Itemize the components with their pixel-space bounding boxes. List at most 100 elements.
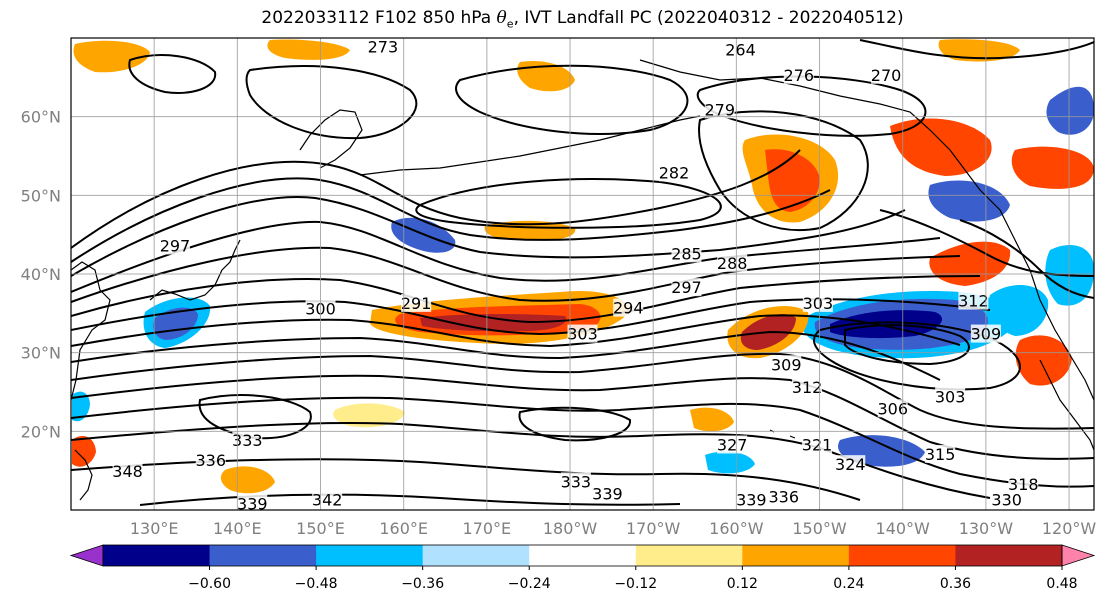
contour-line [139,493,681,506]
title-prefix: 2022033112 F102 850 hPa [261,8,497,28]
colorbar-tick-labels: −0.60 −0.48 −0.36 −0.24 −0.12 0.12 0.24 0.36 0.4… [188,566,1078,592]
contour-label-bg [112,462,143,481]
contour-label-bg [658,163,689,182]
contour-label-bg [958,291,989,310]
contour-label-bg [991,490,1022,509]
contour-line [71,196,906,277]
contour-label: 339 [237,494,268,513]
contour-label-bg [871,65,902,84]
contour-label-bg [877,399,908,418]
contour-label: 282 [659,163,690,182]
contour-label-bg [560,472,591,491]
contour-label-bg [704,100,735,119]
contour-label: 327 [717,435,748,454]
lon-tick-label: 170°E [463,519,512,538]
contour-line [128,54,217,94]
theta-symbol: θ [496,8,507,28]
shade-alaska-positive [890,118,992,176]
contour-label-bg [925,444,956,463]
lon-tick-label: 130°E [130,519,179,538]
contour-line [71,374,1094,460]
contour-label: 276 [783,66,814,85]
colorbar-tick-label: −0.36 [401,576,444,592]
contour-label: 348 [112,462,143,481]
lon-tick-labels: 130°E 140°E 150°E 160°E 170°E 180°W 170°W 160°W… [130,519,1097,538]
gridlines [71,38,1094,510]
contour-line [71,149,801,249]
lon-tick-label: 150°E [296,519,345,538]
contour-label: 297 [160,236,191,255]
coastline-philippines [74,449,93,501]
shade-baja-positive [1015,335,1072,386]
coastline-aleutians [359,115,701,176]
contour-label: 279 [704,100,735,119]
coastline-mexico [1039,359,1094,451]
contour-line [71,458,861,501]
colorbar-tick-label: −0.48 [295,576,338,592]
shade-coast-positive [929,241,1011,286]
contour-label-bg [567,324,598,343]
colorbar-swatch [955,545,1063,566]
colorbar-tick-label: 0.24 [833,576,864,592]
contour-label: 312 [792,378,823,397]
contour-label: 339 [736,491,767,510]
contour-line [71,352,1094,430]
contour-line [455,64,689,135]
contour-line [245,65,418,140]
contour-label-bg [802,435,833,454]
shade-west-coast-negative [988,284,1049,336]
lat-tick-label: 30°N [21,344,61,363]
contour-label: 315 [925,445,956,464]
contour-line [71,220,941,293]
shade-northeast-negative [1046,86,1094,135]
contour-line [844,324,970,366]
lon-tick-label: 150°W [792,519,847,538]
lon-tick-label: 160°E [379,519,428,538]
contour-label-bg [717,435,748,454]
title-suffix: , IVT Landfall PC (2022040312 - 20220405… [513,8,904,28]
colorbar-swatch [742,545,850,566]
lon-tick-label: 180°W [543,519,598,538]
colorbar-swatch [529,545,637,566]
shade-north-positive-2 [267,39,350,60]
shade-north-america-positive [1011,146,1094,189]
colorbar-extend-low [69,544,104,567]
map-title: 2022033112 F102 850 hPa θe, IVT Landfall… [0,8,1105,30]
contour-label: 297 [671,278,702,297]
contour-label-bg [783,65,814,84]
lat-tick-labels: 60°N 50°N 40°N 30°N 20°N [21,108,61,442]
colorbar-tick-label: 0.36 [940,576,971,592]
contour-label: 318 [1008,475,1039,494]
lat-tick-label: 50°N [21,186,61,205]
contour-label-bg [592,484,623,503]
contour-label-bg [671,244,702,263]
contour-label-bg [725,40,756,59]
colorbar-frame [102,544,1063,567]
lon-tick-label: 140°E [213,519,262,538]
contour-label-bg [671,278,702,297]
lon-tick-label: 130°W [959,519,1014,538]
shade-north-positive-3 [517,60,575,92]
contour-label: 324 [835,455,866,474]
coastline-kamchatka [299,109,363,169]
contour-label: 342 [312,491,343,510]
lon-tick-label: 170°W [626,519,681,538]
lat-tick-label: 60°N [21,108,61,127]
contour-label-bg [771,355,802,374]
contour-line [71,246,961,303]
contour-label-bg [835,455,866,474]
colorbar-tick-label: 0.48 [1046,576,1077,592]
contour-label-bg [717,253,748,272]
colorbar-extend-high [1061,544,1096,567]
lon-tick-label: 160°W [709,519,764,538]
contour-label: 270 [871,66,902,85]
contour-label-bg [1008,474,1039,493]
contour-line [859,39,1094,60]
contour-label: 333 [232,431,263,450]
contour-label: 309 [771,355,802,374]
contour-label: 333 [561,472,592,491]
contour-line [71,314,961,348]
lat-tick-label: 20°N [21,422,61,441]
shade-jet-positive-core [420,314,567,332]
